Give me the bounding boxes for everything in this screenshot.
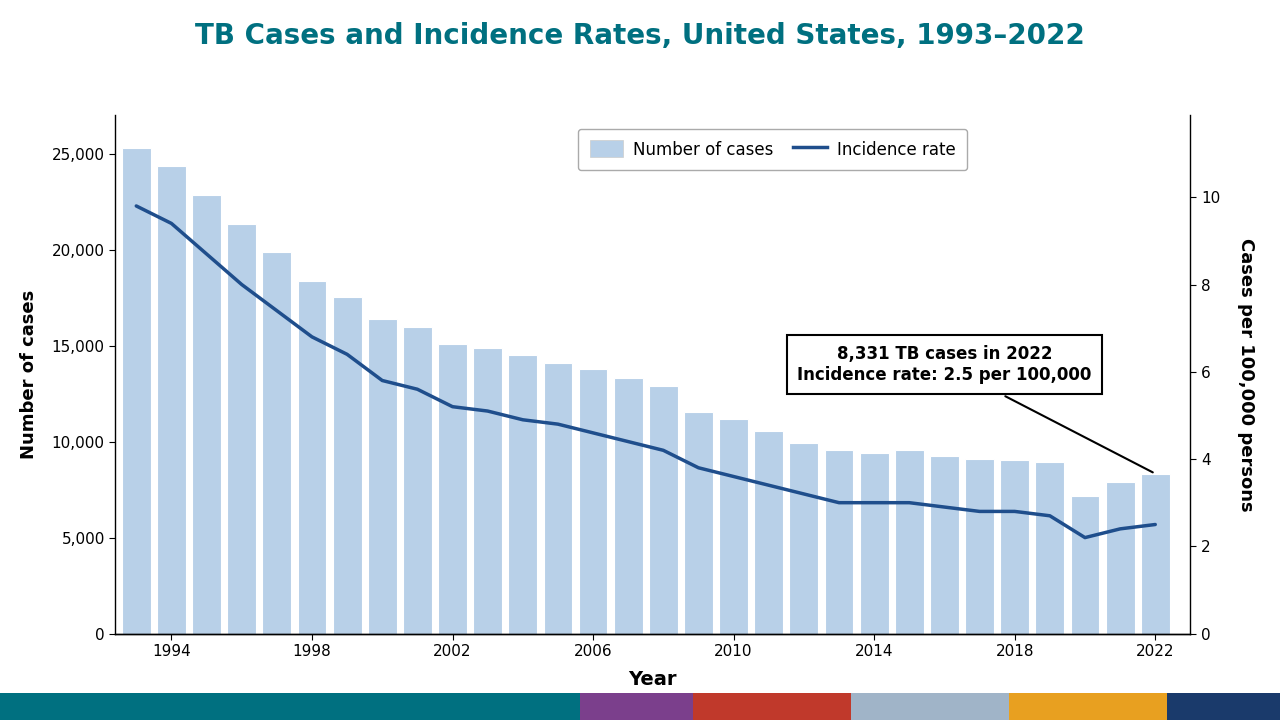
Bar	[1140, 474, 1170, 634]
Bar	[367, 319, 397, 634]
Bar	[438, 344, 467, 634]
Bar	[684, 412, 713, 634]
Bar	[719, 419, 748, 634]
Bar	[860, 453, 888, 634]
Bar	[1036, 462, 1064, 634]
Y-axis label: Number of cases: Number of cases	[20, 289, 38, 459]
Bar	[122, 148, 151, 634]
Bar	[790, 443, 818, 634]
Bar	[333, 297, 361, 634]
Bar	[157, 166, 186, 634]
Bar	[1106, 482, 1134, 634]
Bar	[1070, 496, 1100, 634]
Bar	[895, 450, 924, 634]
X-axis label: Year: Year	[628, 670, 677, 689]
Bar	[579, 369, 608, 634]
Bar	[544, 363, 572, 634]
Bar	[649, 386, 677, 634]
Text: 8,331 TB cases in 2022
Incidence rate: 2.5 per 100,000: 8,331 TB cases in 2022 Incidence rate: 2…	[797, 346, 1153, 472]
Bar	[965, 459, 995, 634]
Bar	[508, 355, 538, 634]
Bar	[403, 327, 431, 634]
Bar	[192, 194, 221, 634]
Y-axis label: Cases per 100,000 persons: Cases per 100,000 persons	[1236, 238, 1254, 511]
Bar	[262, 253, 292, 634]
Legend: Number of cases, Incidence rate: Number of cases, Incidence rate	[577, 129, 966, 170]
Bar	[228, 224, 256, 634]
Bar	[1000, 460, 1029, 634]
Bar	[931, 456, 959, 634]
Text: TB Cases and Incidence Rates, United States, 1993–2022: TB Cases and Incidence Rates, United Sta…	[195, 22, 1085, 50]
Bar	[297, 281, 326, 634]
Bar	[824, 449, 854, 634]
Bar	[754, 431, 783, 634]
Bar	[614, 379, 643, 634]
Bar	[474, 348, 502, 634]
